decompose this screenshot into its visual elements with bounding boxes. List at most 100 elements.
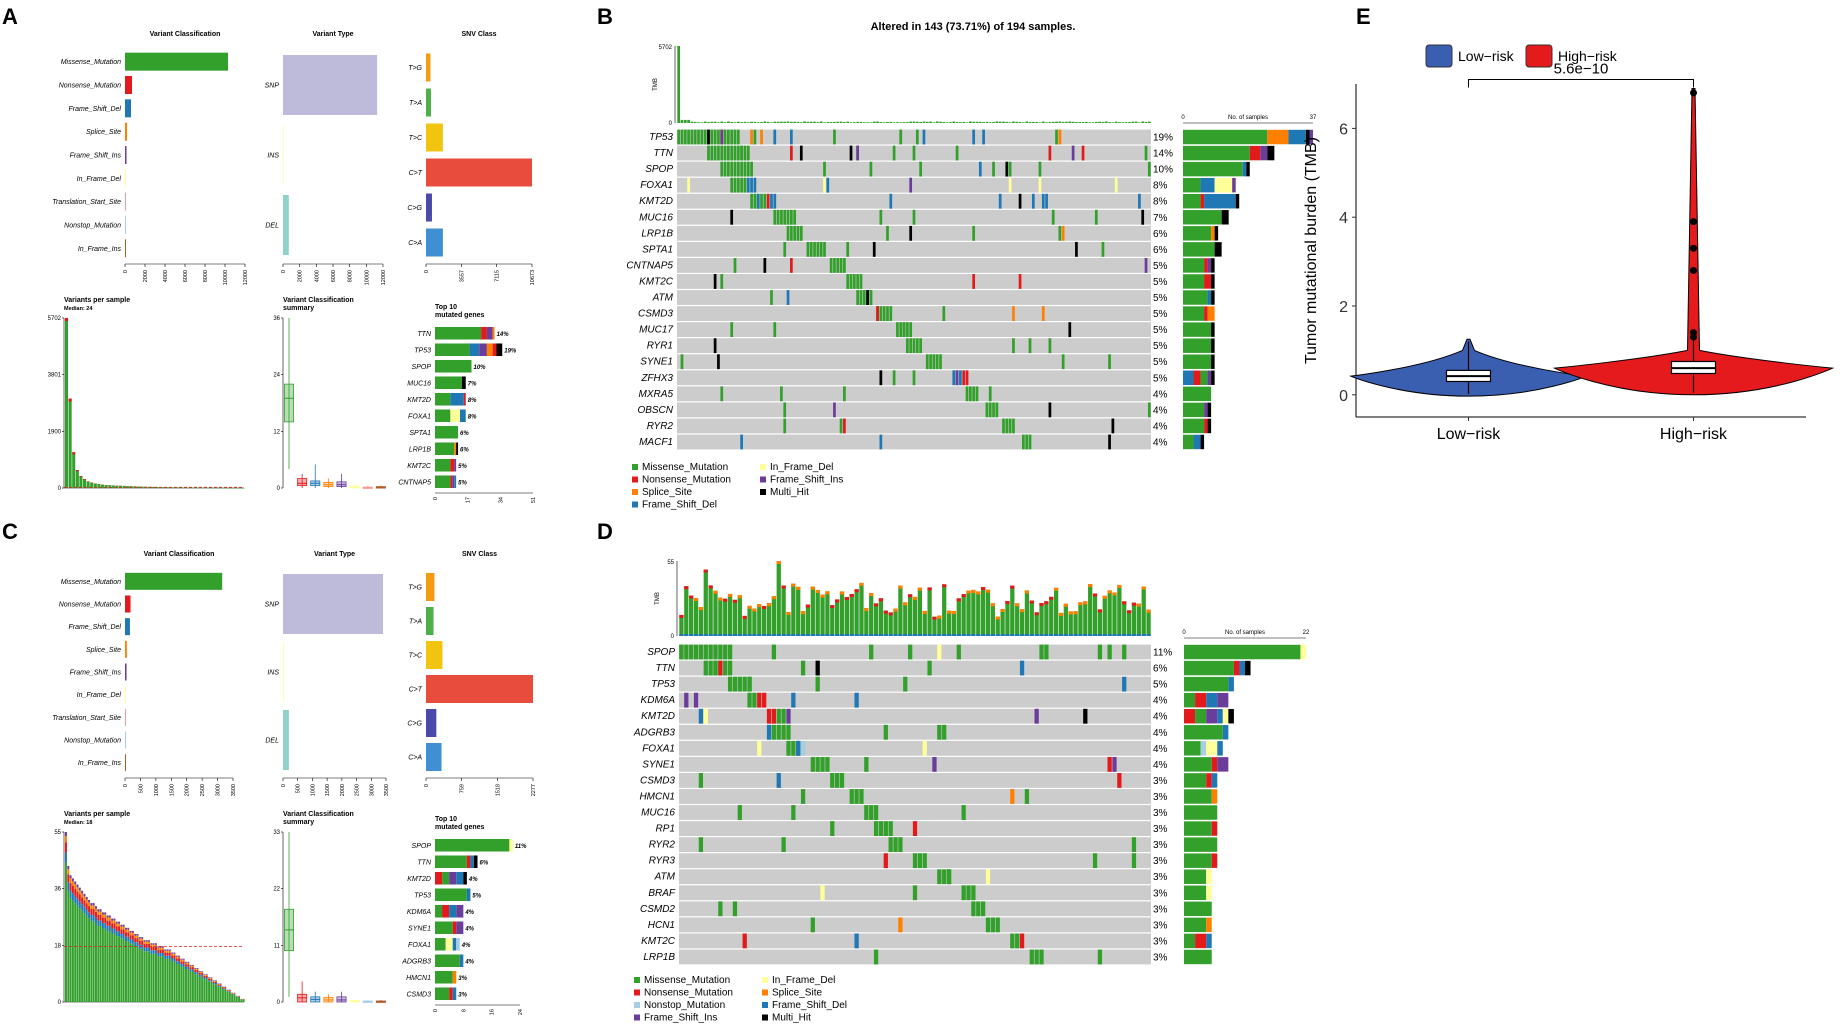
tmb-bar-base — [1000, 634, 1005, 636]
tmb-bar — [1010, 585, 1015, 636]
tmb-bar-cap — [820, 594, 825, 598]
tmb-bar — [762, 606, 767, 636]
tmb-bar-base — [985, 634, 991, 636]
x-tick-label: 6000 — [331, 270, 337, 282]
gene-row-bg — [679, 773, 1151, 788]
count-bar-segment — [1300, 644, 1306, 660]
tmb-bar — [1126, 610, 1132, 636]
mutation-cell — [810, 756, 815, 772]
tmb-bar-base — [718, 634, 723, 636]
tmb-bar-cap — [893, 608, 898, 612]
mutation-cell — [819, 241, 823, 257]
mutation-cell — [959, 370, 962, 386]
y-tick-label: 36 — [273, 316, 280, 322]
mutation-cell — [906, 322, 909, 338]
gene-label: LRP1B — [409, 446, 432, 453]
mutation-cell — [862, 290, 866, 305]
tmb-bar — [1022, 122, 1025, 123]
bar-segment — [106, 920, 109, 926]
mutation-cell — [1022, 434, 1025, 450]
bar — [283, 710, 289, 770]
gene-label: CNTNAP5 — [398, 479, 431, 486]
plot-title: SNV Class — [462, 551, 497, 558]
bar — [125, 169, 126, 188]
tmb-bar — [1065, 121, 1068, 123]
tmb-axis-title: TMB — [655, 592, 661, 605]
bar-segment — [74, 884, 77, 889]
tmb-bar — [908, 594, 913, 636]
mutation-cell — [736, 145, 740, 161]
x-tick-label: 4000 — [314, 270, 320, 282]
tmb-bar — [849, 122, 853, 123]
mutation-cell — [912, 145, 916, 161]
tmb-bar — [786, 611, 791, 636]
mutation-cell — [1117, 773, 1122, 788]
percent-label: 11% — [1153, 648, 1172, 659]
tmb-bar-cap — [830, 605, 835, 609]
plot-title: Variant Classification — [144, 551, 215, 558]
bar-segment — [145, 951, 148, 1002]
category-label: C>A — [408, 240, 422, 247]
legend-label: Frame_Shift_Del — [642, 500, 717, 511]
bar-segment — [127, 929, 130, 933]
category-label: In_Frame_Ins — [78, 760, 122, 767]
mutation-cell — [1058, 225, 1062, 241]
x-tick-label: 1500 — [169, 784, 175, 796]
bar-segment — [219, 986, 222, 1002]
tmb-bar-cap — [1005, 600, 1010, 604]
bar-segment — [152, 953, 155, 1002]
tmb-bar — [1002, 121, 1005, 123]
percent-label: 4% — [1153, 405, 1168, 416]
count-bar-segment — [1206, 773, 1212, 788]
bar-segment — [191, 971, 194, 1002]
tmb-bar-base — [1024, 634, 1030, 636]
mutation-cell — [856, 290, 860, 305]
bar-segment — [74, 903, 77, 1002]
mutation-cell — [1138, 193, 1141, 209]
bar-segment — [463, 871, 467, 885]
category-label: Splice_Site — [86, 129, 121, 136]
mutation-cell — [718, 644, 723, 660]
tmb-bar-cap — [771, 596, 777, 600]
tmb-bar — [740, 122, 743, 123]
bar-segment — [88, 906, 91, 913]
category-label: In_Frame_Del — [77, 692, 122, 699]
mutation-cell — [1012, 306, 1015, 321]
bar-segment — [492, 326, 495, 340]
category-label: Nonsense_Mutation — [59, 83, 121, 90]
bar — [65, 318, 69, 488]
bar-segment — [435, 838, 510, 852]
mutation-cell — [937, 869, 942, 885]
tmb-bar-cap — [1107, 590, 1112, 594]
bar-segment — [152, 944, 155, 947]
bar-segment — [67, 866, 70, 870]
bar-segment — [217, 986, 220, 1002]
mutation-cell — [683, 129, 687, 145]
bar-segment — [138, 937, 141, 939]
mutation-cell — [1068, 322, 1072, 338]
bar-segment — [92, 909, 95, 915]
gene-label: TTN — [656, 663, 676, 674]
tmb-bar-cap — [1000, 608, 1005, 612]
tmb-bar — [1101, 121, 1105, 123]
tmb-bar-cap — [713, 590, 718, 594]
tmb-bar — [810, 586, 815, 636]
mutation-cell — [992, 161, 995, 177]
legend-label: Multi_Hit — [770, 487, 809, 498]
tmb-bar-base — [869, 634, 874, 636]
bar-segment — [435, 904, 443, 918]
bar — [125, 640, 127, 658]
mutation-cell — [776, 209, 780, 225]
bar-segment — [157, 953, 160, 957]
bar-segment — [215, 980, 217, 981]
mutation-cell — [733, 258, 737, 273]
gene-label: SPOP — [647, 647, 675, 658]
x-tick-label: 10673 — [530, 270, 536, 285]
count-bar-segment — [1232, 177, 1236, 193]
bar-segment — [175, 958, 178, 962]
percent-label: 3% — [458, 992, 467, 998]
category-label: C>T — [409, 170, 423, 177]
bar-segment — [185, 961, 187, 963]
category-label: T>G — [408, 585, 422, 592]
tmb-bar — [1049, 596, 1054, 636]
